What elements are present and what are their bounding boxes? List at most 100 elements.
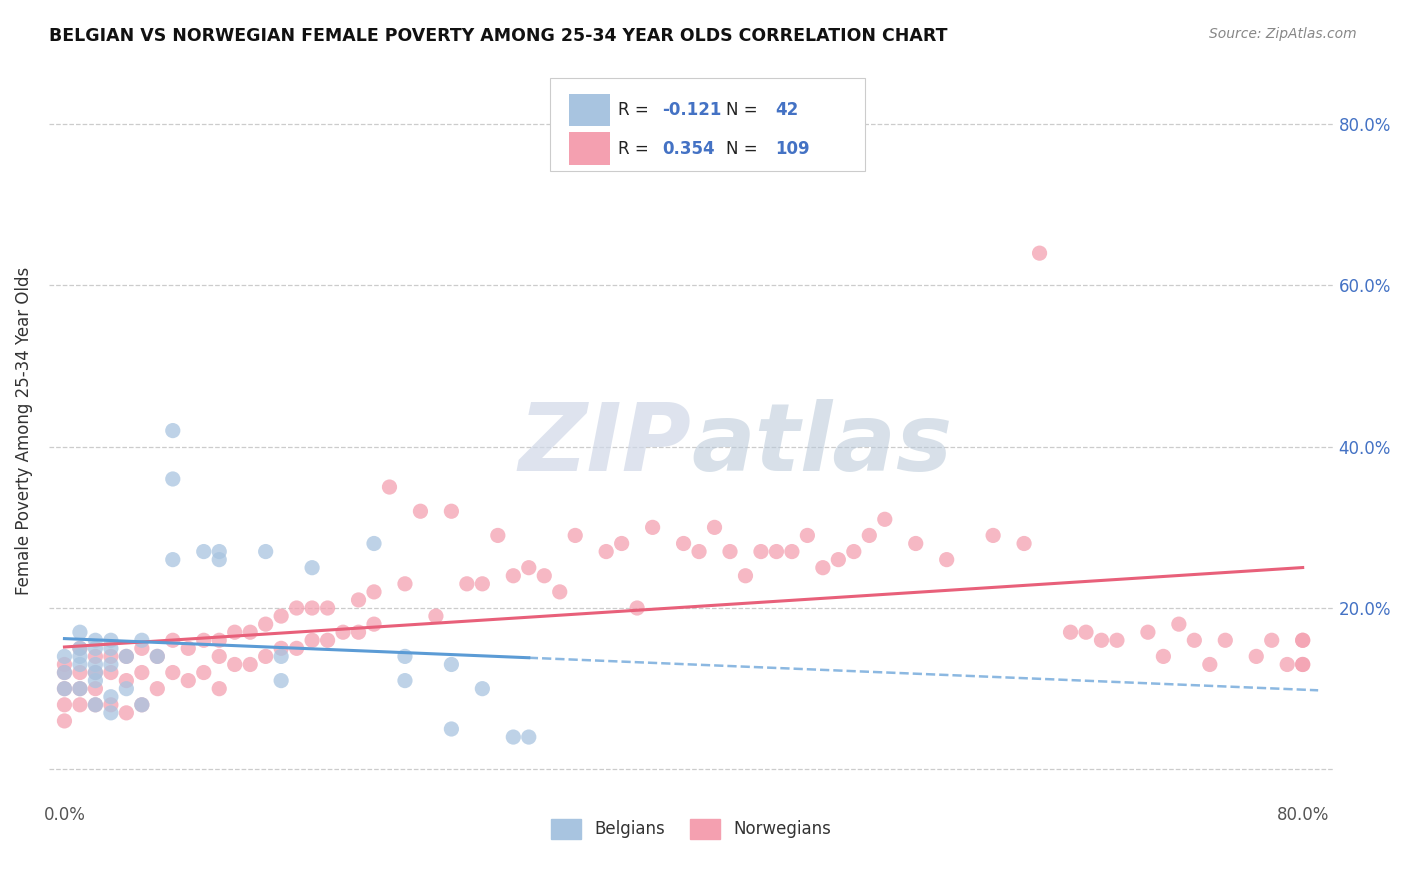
Point [641, 520, 664, 534]
Point [115, 649, 138, 664]
Point [84, 641, 107, 656]
Point [703, 520, 725, 534]
FancyBboxPatch shape [569, 94, 610, 127]
Point [270, 641, 292, 656]
Point [53, 698, 76, 712]
Point [347, 625, 370, 640]
Point [146, 649, 169, 664]
Y-axis label: Female Poverty Among 25-34 Year Olds: Female Poverty Among 25-34 Year Olds [15, 267, 32, 595]
Text: R =: R = [619, 140, 654, 158]
Point [193, 665, 215, 680]
Point [1292, 633, 1315, 648]
Point [100, 698, 122, 712]
Point [734, 568, 756, 582]
Point [1182, 633, 1205, 648]
Point [193, 544, 215, 558]
Point [177, 641, 200, 656]
Point [780, 544, 803, 558]
Point [301, 560, 323, 574]
Point [456, 577, 478, 591]
Point [1152, 649, 1174, 664]
Point [131, 698, 153, 712]
Point [1244, 649, 1267, 664]
Point [254, 649, 277, 664]
Text: -0.121: -0.121 [662, 101, 721, 119]
Point [858, 528, 880, 542]
Point [84, 673, 107, 688]
Point [827, 552, 849, 566]
Point [595, 544, 617, 558]
Point [69, 665, 91, 680]
Point [162, 633, 184, 648]
Point [1012, 536, 1035, 550]
Point [254, 617, 277, 632]
Point [363, 536, 385, 550]
Point [100, 633, 122, 648]
Point [316, 601, 339, 615]
Point [548, 585, 571, 599]
Point [316, 633, 339, 648]
Point [162, 424, 184, 438]
Point [1277, 657, 1299, 672]
Point [394, 577, 416, 591]
Point [131, 665, 153, 680]
Point [935, 552, 957, 566]
Point [749, 544, 772, 558]
Text: Source: ZipAtlas.com: Source: ZipAtlas.com [1209, 27, 1357, 41]
Point [347, 593, 370, 607]
Point [100, 706, 122, 720]
Point [471, 577, 494, 591]
Point [115, 706, 138, 720]
Point [285, 641, 308, 656]
Point [904, 536, 927, 550]
Point [131, 698, 153, 712]
Point [1028, 246, 1050, 260]
Point [270, 649, 292, 664]
Point [69, 641, 91, 656]
Point [471, 681, 494, 696]
Point [1292, 657, 1315, 672]
Point [69, 681, 91, 696]
Point [224, 625, 246, 640]
Point [1213, 633, 1236, 648]
Point [1136, 625, 1159, 640]
Text: 0.354: 0.354 [662, 140, 714, 158]
Point [84, 649, 107, 664]
Text: 42: 42 [775, 101, 799, 119]
Point [162, 472, 184, 486]
Text: ZIP: ZIP [519, 400, 692, 491]
Point [84, 665, 107, 680]
Point [440, 657, 463, 672]
Point [162, 552, 184, 566]
Point [502, 730, 524, 744]
Point [1292, 633, 1315, 648]
Point [1105, 633, 1128, 648]
Point [131, 641, 153, 656]
Point [765, 544, 787, 558]
Point [100, 649, 122, 664]
Point [1261, 633, 1284, 648]
Point [53, 681, 76, 696]
Point [84, 657, 107, 672]
Point [842, 544, 865, 558]
Point [409, 504, 432, 518]
Point [208, 633, 231, 648]
Point [69, 625, 91, 640]
Point [1198, 657, 1220, 672]
Point [517, 730, 540, 744]
Point [285, 601, 308, 615]
Point [811, 560, 834, 574]
Point [69, 649, 91, 664]
Point [301, 601, 323, 615]
Point [873, 512, 896, 526]
Point [363, 617, 385, 632]
Point [301, 633, 323, 648]
Point [115, 673, 138, 688]
Point [1090, 633, 1112, 648]
Point [425, 609, 447, 624]
FancyBboxPatch shape [550, 78, 865, 171]
Legend: Belgians, Norwegians: Belgians, Norwegians [544, 813, 838, 846]
Point [69, 641, 91, 656]
Point [486, 528, 509, 542]
Point [100, 665, 122, 680]
